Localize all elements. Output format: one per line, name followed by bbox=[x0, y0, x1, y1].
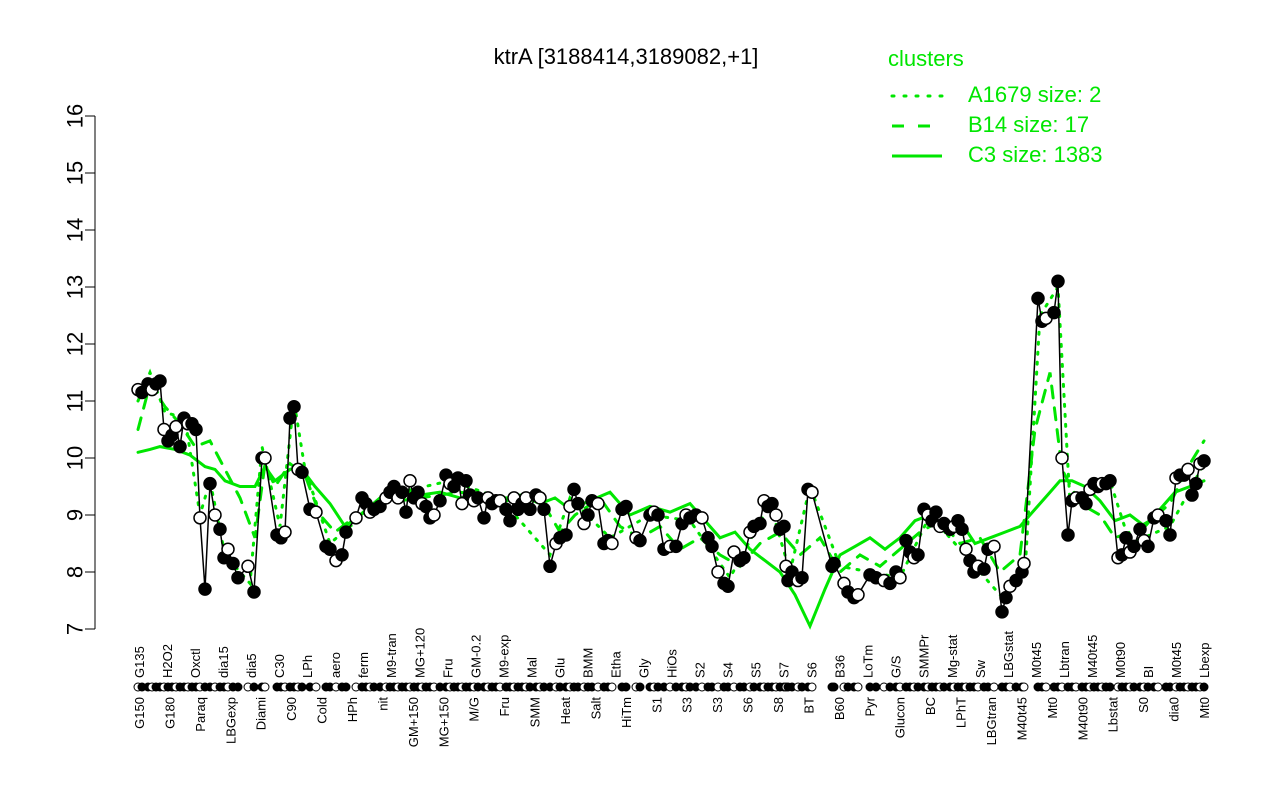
svg-text:Fru: Fru bbox=[497, 697, 512, 717]
x-tick-marks bbox=[133, 682, 1209, 692]
svg-text:Oxctl: Oxctl bbox=[188, 648, 203, 678]
svg-text:M0t45: M0t45 bbox=[1029, 642, 1044, 678]
x-tick-labels: G135 H2O2 Oxctl dia15 dia5 C30 LPh aero ferm M9-t… bbox=[132, 628, 1212, 747]
svg-text:G/S: G/S bbox=[889, 655, 904, 678]
svg-text:Gly: Gly bbox=[636, 658, 651, 678]
svg-text:M40t45: M40t45 bbox=[1014, 697, 1029, 740]
svg-text:7: 7 bbox=[63, 623, 88, 635]
svg-text:C90: C90 bbox=[284, 697, 299, 721]
svg-text:GM-0.2: GM-0.2 bbox=[468, 635, 483, 678]
svg-text:Lbstat: Lbstat bbox=[1106, 697, 1121, 733]
svg-text:15: 15 bbox=[63, 161, 88, 185]
svg-text:G150: G150 bbox=[132, 697, 147, 729]
svg-text:10: 10 bbox=[63, 446, 88, 470]
svg-text:Mg-stat: Mg-stat bbox=[945, 634, 960, 678]
svg-text:S5: S5 bbox=[749, 662, 764, 678]
svg-text:14: 14 bbox=[63, 218, 88, 242]
svg-text:LBGstat: LBGstat bbox=[1001, 631, 1016, 678]
svg-text:Glu: Glu bbox=[552, 658, 567, 678]
svg-text:B60: B60 bbox=[832, 697, 847, 720]
svg-text:S1: S1 bbox=[649, 697, 664, 713]
svg-text:H2O2: H2O2 bbox=[160, 644, 175, 678]
svg-text:M/G: M/G bbox=[467, 697, 482, 722]
svg-text:Paraq: Paraq bbox=[193, 697, 208, 732]
y-axis: 7 8 9 10 11 12 13 14 15 16 bbox=[63, 104, 96, 635]
svg-text:S8: S8 bbox=[771, 697, 786, 713]
svg-text:11: 11 bbox=[63, 390, 88, 413]
svg-text:SMMPr: SMMPr bbox=[917, 634, 932, 678]
svg-text:dia15: dia15 bbox=[216, 646, 231, 678]
svg-text:Cold: Cold bbox=[315, 697, 330, 724]
svg-text:M40t90: M40t90 bbox=[1075, 697, 1090, 740]
svg-text:S4: S4 bbox=[721, 662, 736, 678]
svg-text:Diami: Diami bbox=[254, 697, 269, 730]
svg-text:LPhT: LPhT bbox=[954, 697, 969, 728]
svg-text:S0: S0 bbox=[1136, 697, 1151, 713]
svg-text:Lbtran: Lbtran bbox=[1057, 641, 1072, 678]
svg-text:Etha: Etha bbox=[608, 650, 623, 678]
legend-entry-c3: C3 size: 1383 bbox=[968, 142, 1103, 167]
svg-text:BC: BC bbox=[923, 697, 938, 715]
svg-text:Lbexp: Lbexp bbox=[1197, 643, 1212, 678]
svg-text:HPh: HPh bbox=[345, 697, 360, 722]
svg-text:ferm: ferm bbox=[356, 652, 371, 678]
svg-text:Pyr: Pyr bbox=[862, 696, 877, 716]
svg-text:Salt: Salt bbox=[588, 697, 603, 720]
legend-entry-b14: B14 size: 17 bbox=[968, 112, 1090, 137]
svg-text:9: 9 bbox=[63, 509, 88, 521]
svg-text:dia5: dia5 bbox=[244, 653, 259, 678]
svg-text:S3: S3 bbox=[710, 697, 725, 713]
svg-text:S2: S2 bbox=[693, 662, 708, 678]
svg-text:BMM: BMM bbox=[580, 648, 595, 678]
svg-text:G180: G180 bbox=[162, 697, 177, 729]
svg-text:S6: S6 bbox=[741, 697, 756, 713]
svg-text:LBGexp: LBGexp bbox=[223, 697, 238, 744]
svg-text:HiOs: HiOs bbox=[665, 649, 680, 678]
svg-text:Fru: Fru bbox=[440, 659, 455, 679]
series-layer bbox=[131, 274, 1211, 630]
svg-text:BT: BT bbox=[801, 697, 816, 714]
svg-text:LBGtran: LBGtran bbox=[984, 697, 999, 745]
chart-title: ktrA [3188414,3189082,+1] bbox=[493, 44, 759, 69]
svg-text:M9-tran: M9-tran bbox=[384, 633, 399, 678]
svg-text:SMM: SMM bbox=[528, 697, 543, 727]
svg-text:12: 12 bbox=[63, 332, 88, 356]
svg-text:Heat: Heat bbox=[558, 697, 573, 725]
svg-text:S7: S7 bbox=[777, 662, 792, 678]
svg-text:aero: aero bbox=[328, 652, 343, 678]
svg-text:M9-exp: M9-exp bbox=[496, 635, 511, 678]
legend-title: clusters bbox=[888, 46, 964, 71]
svg-text:nit: nit bbox=[375, 697, 390, 711]
svg-text:Mt0: Mt0 bbox=[1197, 697, 1212, 719]
svg-text:MG+120: MG+120 bbox=[412, 628, 427, 678]
svg-text:HiTm: HiTm bbox=[619, 697, 634, 728]
svg-text:Mt0: Mt0 bbox=[1045, 697, 1060, 719]
svg-text:GM+150: GM+150 bbox=[406, 697, 421, 747]
svg-text:MG+150: MG+150 bbox=[436, 697, 451, 747]
svg-text:S6: S6 bbox=[805, 662, 820, 678]
svg-text:M40t45: M40t45 bbox=[1085, 635, 1100, 678]
svg-text:Mal: Mal bbox=[524, 657, 539, 678]
svg-text:8: 8 bbox=[63, 566, 88, 578]
svg-text:13: 13 bbox=[63, 275, 88, 299]
legend-line-swatches bbox=[890, 94, 944, 158]
svg-text:LoTm: LoTm bbox=[861, 645, 876, 678]
svg-text:16: 16 bbox=[63, 104, 88, 128]
svg-text:S3: S3 bbox=[680, 697, 695, 713]
legend-entry-a1679: A1679 size: 2 bbox=[968, 82, 1102, 107]
svg-text:Glucon: Glucon bbox=[893, 697, 908, 738]
svg-text:Sw: Sw bbox=[973, 659, 988, 678]
svg-text:M0t45: M0t45 bbox=[1169, 642, 1184, 678]
svg-text:dia0: dia0 bbox=[1167, 697, 1182, 722]
svg-text:G135: G135 bbox=[132, 646, 147, 678]
svg-text:LPh: LPh bbox=[300, 655, 315, 678]
svg-text:B36: B36 bbox=[833, 655, 848, 678]
svg-text:BI: BI bbox=[1141, 666, 1156, 678]
svg-text:M0t90: M0t90 bbox=[1113, 642, 1128, 678]
svg-text:C30: C30 bbox=[272, 654, 287, 678]
